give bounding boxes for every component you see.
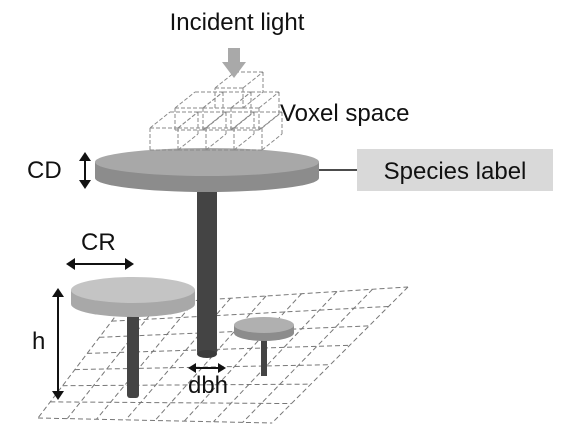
ground-grid	[37, 286, 409, 424]
grid-line	[111, 305, 389, 322]
voxel-edge	[242, 91, 264, 109]
species-label-box	[357, 149, 553, 191]
main-tree-trunk	[197, 182, 217, 356]
left-tree-crown-top	[71, 277, 195, 303]
small-tree-crown-top	[234, 317, 294, 333]
grid-line	[66, 302, 160, 419]
grid-line	[37, 417, 273, 424]
crown-depth-label: CD	[27, 157, 62, 184]
grid-line	[183, 293, 302, 422]
voxel-edge	[230, 113, 252, 131]
height-arrow	[52, 288, 64, 400]
left-tree-trunk	[127, 312, 139, 398]
dbh-arrow	[188, 363, 226, 373]
grid-line	[96, 300, 196, 420]
voxel-space	[149, 71, 283, 151]
grid-line	[99, 325, 370, 338]
crown-radius-arrow	[66, 258, 134, 270]
crown-depth-arrow	[79, 152, 91, 189]
voxel-edge	[205, 133, 227, 151]
main-tree-crown-top	[95, 148, 319, 176]
grid-line	[213, 291, 338, 423]
voxel-edge	[233, 133, 255, 151]
voxel-edge	[177, 111, 199, 129]
grid-line	[74, 364, 331, 371]
main-tree-trunk-base	[197, 350, 217, 358]
voxel-edge	[261, 133, 283, 151]
species-label-text: Species label	[384, 158, 527, 185]
voxel-edge	[202, 91, 224, 109]
dbh-label: dbh	[188, 372, 228, 399]
height-label: h	[32, 328, 45, 355]
grid-line	[154, 295, 267, 421]
voxel-edge	[202, 113, 224, 131]
crown-radius-label: CR	[81, 229, 116, 256]
small-tree-trunk	[261, 332, 267, 376]
voxel-edge	[258, 91, 280, 109]
grid-line	[62, 383, 311, 387]
grid-line	[50, 401, 292, 405]
grid-line	[87, 344, 350, 354]
incident-light-label: Incident light	[170, 9, 305, 36]
incident-light-arrow	[222, 48, 246, 78]
voxel-edge	[177, 133, 199, 151]
voxel-edge	[230, 91, 252, 109]
main-tree	[95, 148, 319, 358]
voxel-edge	[149, 111, 171, 129]
voxel-space-label: Voxel space	[280, 100, 409, 127]
left-tree	[71, 277, 195, 398]
voxel-edge	[258, 113, 280, 131]
grid-line	[271, 286, 409, 424]
voxel-edge	[174, 91, 196, 109]
voxel-edge	[242, 71, 264, 89]
small-tree	[234, 317, 294, 376]
grid-line	[242, 288, 373, 423]
